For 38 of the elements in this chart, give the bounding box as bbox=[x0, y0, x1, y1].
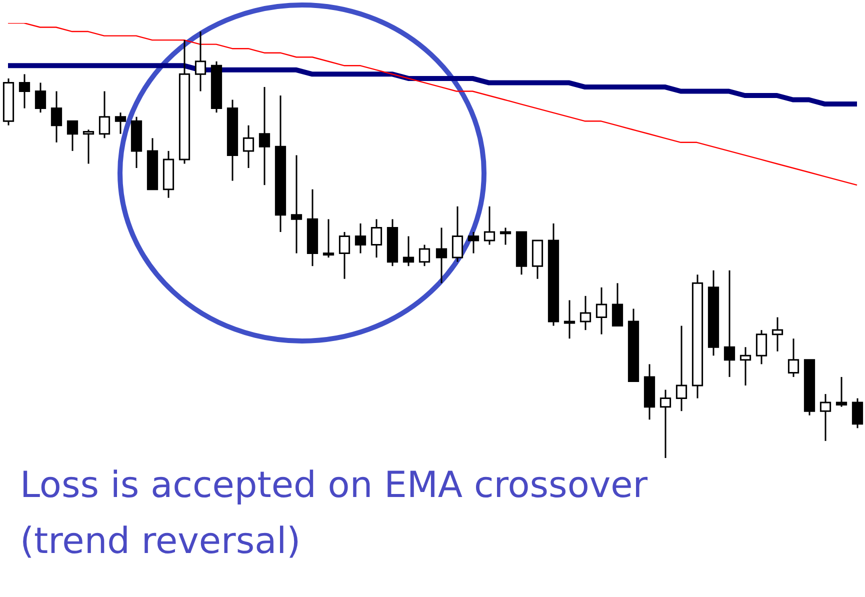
candlestick bbox=[740, 346, 752, 386]
candlestick bbox=[468, 231, 480, 254]
candlestick bbox=[852, 398, 864, 429]
candlestick bbox=[612, 282, 624, 327]
candlestick bbox=[660, 389, 672, 459]
candlestick bbox=[418, 244, 430, 267]
candlestick bbox=[788, 338, 800, 378]
candlestick bbox=[258, 86, 270, 186]
candlestick bbox=[338, 231, 350, 280]
candlestick bbox=[290, 154, 302, 254]
text: Loss is accepted on EMA crossover bbox=[20, 464, 648, 508]
candlestick bbox=[98, 90, 110, 139]
candlestick bbox=[676, 325, 688, 412]
candlestick bbox=[484, 206, 496, 246]
candlestick bbox=[580, 295, 592, 331]
candlestick bbox=[500, 226, 512, 246]
candlestick bbox=[756, 329, 768, 365]
candlestick bbox=[564, 299, 576, 340]
candlestick bbox=[436, 226, 448, 284]
candlestick bbox=[322, 218, 334, 258]
candlestick bbox=[34, 82, 46, 114]
candlestick bbox=[66, 120, 78, 152]
candlestick bbox=[82, 128, 94, 164]
candlestick bbox=[50, 90, 62, 144]
candlestick bbox=[724, 270, 736, 378]
candlestick bbox=[242, 124, 254, 169]
candlestick bbox=[402, 235, 414, 267]
candlestick bbox=[596, 286, 608, 336]
candlestick bbox=[452, 206, 464, 263]
candlestick bbox=[354, 222, 366, 254]
candlestick bbox=[114, 112, 126, 135]
candlestick bbox=[370, 218, 382, 258]
candlestick bbox=[772, 316, 784, 352]
candlestick bbox=[18, 73, 30, 110]
text: (trend reversal) bbox=[20, 520, 302, 564]
candlestick bbox=[836, 376, 848, 408]
candlestick bbox=[194, 30, 206, 92]
candlestick bbox=[820, 393, 832, 442]
